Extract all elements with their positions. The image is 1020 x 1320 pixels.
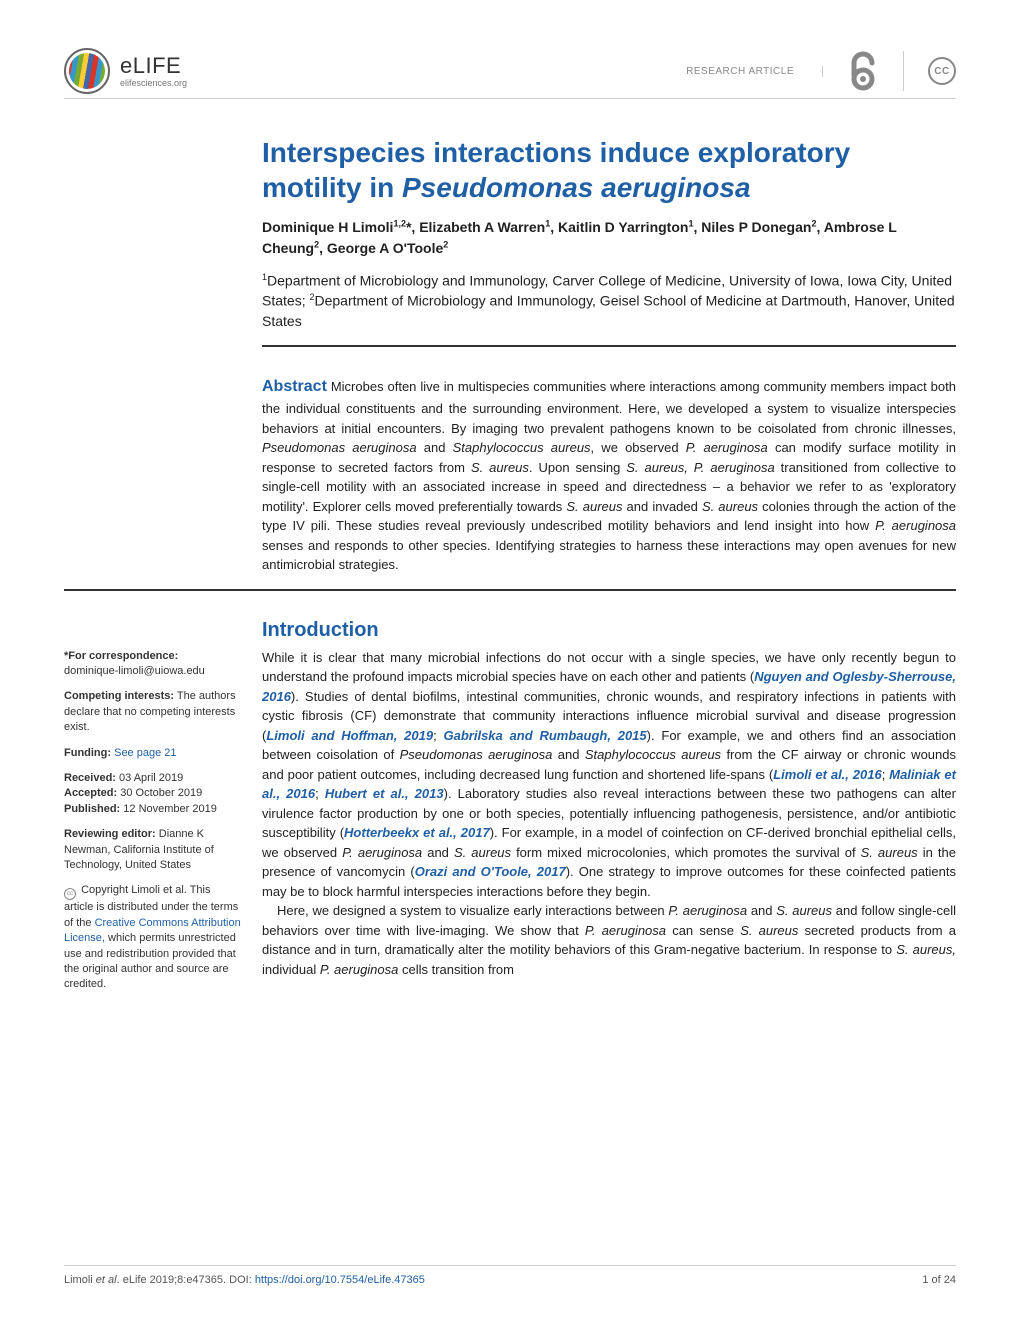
footer-citation: Limoli et al. eLife 2019;8:e47365. DOI: … [64,1274,425,1286]
doi-link[interactable]: https://doi.org/10.7554/eLife.47365 [255,1274,425,1286]
dates: Received: 03 April 2019 Accepted: 30 Oct… [64,771,242,817]
article-title: Interspecies interactions induce explora… [262,135,956,205]
page-footer: Limoli et al. eLife 2019;8:e47365. DOI: … [64,1265,956,1286]
published-date: 12 November 2019 [120,803,217,815]
page-header: eLIFE elifesciences.org RESEARCH ARTICLE… [64,48,956,99]
open-access-icon [823,51,904,91]
header-right: RESEARCH ARTICLE CC [686,51,956,91]
affiliations: 1Department of Microbiology and Immunolo… [262,271,956,347]
abstract-section: Abstract Microbes often live in multispe… [64,375,956,591]
main-column: Introduction While it is clear that many… [262,619,956,1003]
page-number: 1 of 24 [922,1274,956,1286]
logo-text: eLIFE elifesciences.org [120,55,187,88]
article-type-label: RESEARCH ARTICLE [686,66,823,77]
funding-link[interactable]: See page 21 [111,747,176,759]
competing-interests: Competing interests: The authors declare… [64,689,242,735]
author-list: Dominique H Limoli1,2*, Elizabeth A Warr… [262,217,956,259]
introduction-body: While it is clear that many microbial in… [262,648,956,980]
reviewing-editor: Reviewing editor: Dianne K Newman, Calif… [64,827,242,873]
introduction-heading: Introduction [262,619,956,642]
received-date: 03 April 2019 [116,772,183,784]
funding-label: Funding: [64,747,111,759]
accepted-label: Accepted: [64,787,117,799]
copyright: cc Copyright Limoli et al. This article … [64,883,242,993]
citation-text: Limoli et al. eLife 2019;8:e47365. DOI: [64,1274,255,1286]
journal-logo-block: eLIFE elifesciences.org [64,48,187,94]
received-label: Received: [64,772,116,784]
two-column-layout: *For correspondence: dominique-limoli@ui… [64,619,956,1003]
accepted-date: 30 October 2019 [117,787,202,799]
correspondence-label: *For correspondence: [64,650,178,662]
reviewing-label: Reviewing editor: [64,828,156,840]
journal-name: eLIFE [120,55,187,77]
title-block: Interspecies interactions induce explora… [64,135,956,347]
funding: Funding: See page 21 [64,746,242,761]
correspondence-email[interactable]: dominique-limoli@uiowa.edu [64,665,205,677]
cc-license-icon: CC [904,57,956,85]
article-sidebar: *For correspondence: dominique-limoli@ui… [64,619,242,1003]
competing-label: Competing interests: [64,690,174,702]
journal-url[interactable]: elifesciences.org [120,79,187,88]
correspondence: *For correspondence: dominique-limoli@ui… [64,649,242,680]
cc-inline-icon: cc [64,888,76,900]
published-label: Published: [64,803,120,815]
elife-logo-icon [64,48,110,94]
